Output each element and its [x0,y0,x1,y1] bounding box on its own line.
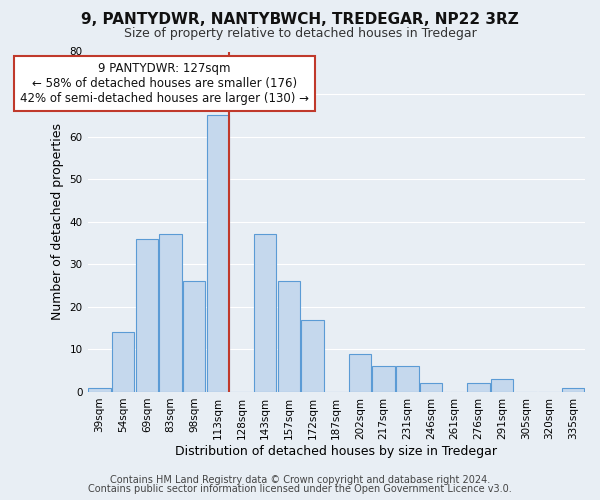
Text: Contains HM Land Registry data © Crown copyright and database right 2024.: Contains HM Land Registry data © Crown c… [110,475,490,485]
Bar [278,282,300,392]
Bar [254,234,277,392]
Bar [112,332,134,392]
Bar [183,282,205,392]
Text: Contains public sector information licensed under the Open Government Licence v3: Contains public sector information licen… [88,484,512,494]
Bar [467,384,490,392]
Bar [206,116,229,392]
Text: Size of property relative to detached houses in Tredegar: Size of property relative to detached ho… [124,28,476,40]
Bar [396,366,419,392]
Bar [136,239,158,392]
Bar [373,366,395,392]
Bar [420,384,442,392]
Bar [301,320,324,392]
X-axis label: Distribution of detached houses by size in Tredegar: Distribution of detached houses by size … [175,444,497,458]
Bar [491,379,514,392]
Text: 9 PANTYDWR: 127sqm
← 58% of detached houses are smaller (176)
42% of semi-detach: 9 PANTYDWR: 127sqm ← 58% of detached hou… [20,62,309,105]
Y-axis label: Number of detached properties: Number of detached properties [51,123,64,320]
Bar [562,388,584,392]
Text: 9, PANTYDWR, NANTYBWCH, TREDEGAR, NP22 3RZ: 9, PANTYDWR, NANTYBWCH, TREDEGAR, NP22 3… [81,12,519,28]
Bar [159,234,182,392]
Bar [88,388,110,392]
Bar [349,354,371,392]
